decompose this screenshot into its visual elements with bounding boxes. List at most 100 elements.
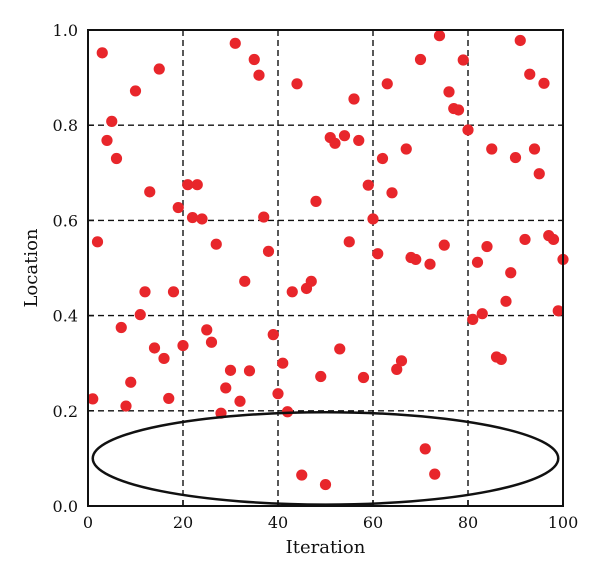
data-point bbox=[528, 143, 541, 155]
data-point bbox=[524, 68, 536, 80]
data-point bbox=[452, 104, 465, 116]
data-point bbox=[410, 253, 422, 266]
y-tick-label: 0.0 bbox=[53, 497, 78, 516]
data-point bbox=[362, 179, 374, 191]
x-tick-label: 60 bbox=[363, 513, 383, 532]
data-point bbox=[315, 370, 327, 383]
data-point bbox=[87, 393, 99, 405]
data-point bbox=[357, 371, 370, 384]
y-tick-label: 0.4 bbox=[53, 307, 78, 326]
data-point bbox=[424, 258, 436, 270]
data-point bbox=[296, 469, 308, 481]
data-point bbox=[239, 275, 251, 287]
data-point bbox=[419, 443, 431, 455]
data-point bbox=[414, 53, 427, 66]
data-point bbox=[120, 400, 132, 412]
y-tick-label: 0.2 bbox=[53, 402, 78, 421]
data-point bbox=[519, 233, 531, 246]
data-point bbox=[148, 342, 161, 354]
data-point bbox=[182, 179, 194, 191]
data-point bbox=[552, 305, 564, 317]
data-point bbox=[381, 78, 393, 90]
data-point bbox=[220, 382, 232, 394]
data-point bbox=[547, 233, 560, 246]
data-point bbox=[395, 355, 408, 367]
data-point bbox=[329, 137, 341, 149]
y-axis-ticks: 0.0 0.2 0.4 0.6 0.8 1.0 bbox=[53, 21, 94, 516]
data-point bbox=[125, 376, 137, 388]
data-point bbox=[144, 186, 156, 198]
data-point bbox=[262, 245, 275, 257]
data-point bbox=[177, 339, 189, 352]
data-point bbox=[229, 37, 241, 49]
data-point bbox=[205, 336, 218, 348]
plot-frame bbox=[87, 29, 564, 507]
data-point bbox=[338, 130, 351, 142]
data-point bbox=[443, 86, 455, 98]
data-point bbox=[462, 124, 474, 136]
data-point bbox=[500, 295, 512, 307]
data-point bbox=[286, 286, 298, 298]
data-point bbox=[343, 236, 355, 248]
data-point bbox=[167, 286, 180, 298]
data-point bbox=[191, 179, 203, 191]
data-point bbox=[386, 187, 398, 199]
data-point bbox=[243, 365, 256, 377]
data-point bbox=[486, 143, 498, 155]
y-tick-label: 1.0 bbox=[53, 21, 78, 40]
data-point bbox=[514, 34, 526, 47]
data-point bbox=[495, 353, 507, 365]
data-point bbox=[438, 239, 450, 251]
data-point bbox=[224, 364, 237, 376]
data-point bbox=[353, 134, 365, 147]
data-point bbox=[153, 63, 165, 75]
data-point bbox=[372, 248, 384, 260]
data-point bbox=[391, 363, 403, 375]
x-axis-label: Iteration bbox=[286, 537, 366, 558]
data-point bbox=[367, 213, 379, 225]
data-point bbox=[433, 30, 446, 42]
data-point bbox=[538, 77, 550, 89]
data-point bbox=[277, 357, 289, 369]
data-point bbox=[110, 152, 123, 165]
data-point bbox=[139, 286, 151, 298]
data-point bbox=[201, 324, 213, 336]
data-point bbox=[310, 195, 322, 207]
annotation-ellipse bbox=[91, 410, 560, 506]
data-point bbox=[334, 343, 346, 355]
data-point bbox=[158, 352, 170, 365]
data-point bbox=[400, 143, 412, 155]
data-point bbox=[305, 275, 317, 287]
y-axis-label: Location bbox=[21, 228, 42, 307]
y-tick-label: 0.8 bbox=[53, 116, 78, 135]
data-point bbox=[376, 152, 389, 165]
data-point bbox=[505, 267, 517, 279]
data-point bbox=[272, 388, 284, 400]
x-tick-label: 40 bbox=[268, 513, 288, 532]
data-point bbox=[481, 240, 493, 253]
x-tick-label: 20 bbox=[173, 513, 193, 532]
x-tick-label: 0 bbox=[83, 513, 93, 532]
data-point bbox=[348, 93, 360, 105]
data-point bbox=[476, 308, 488, 320]
data-point bbox=[291, 78, 303, 90]
data-point bbox=[115, 321, 127, 334]
grid-lines bbox=[88, 30, 563, 506]
data-point bbox=[457, 54, 469, 66]
data-point bbox=[509, 151, 522, 164]
data-point bbox=[172, 201, 184, 214]
data-point bbox=[471, 256, 484, 268]
data-points bbox=[87, 30, 569, 491]
data-point bbox=[234, 395, 246, 407]
data-point bbox=[106, 115, 118, 127]
data-point bbox=[186, 211, 199, 224]
data-point bbox=[196, 213, 208, 225]
data-point bbox=[467, 313, 479, 326]
data-point bbox=[101, 134, 113, 147]
data-point bbox=[429, 468, 441, 480]
x-axis-ticks: 0 20 40 60 80 100 bbox=[83, 500, 578, 532]
data-point bbox=[253, 69, 265, 81]
data-point bbox=[210, 238, 222, 250]
data-point bbox=[267, 329, 279, 341]
